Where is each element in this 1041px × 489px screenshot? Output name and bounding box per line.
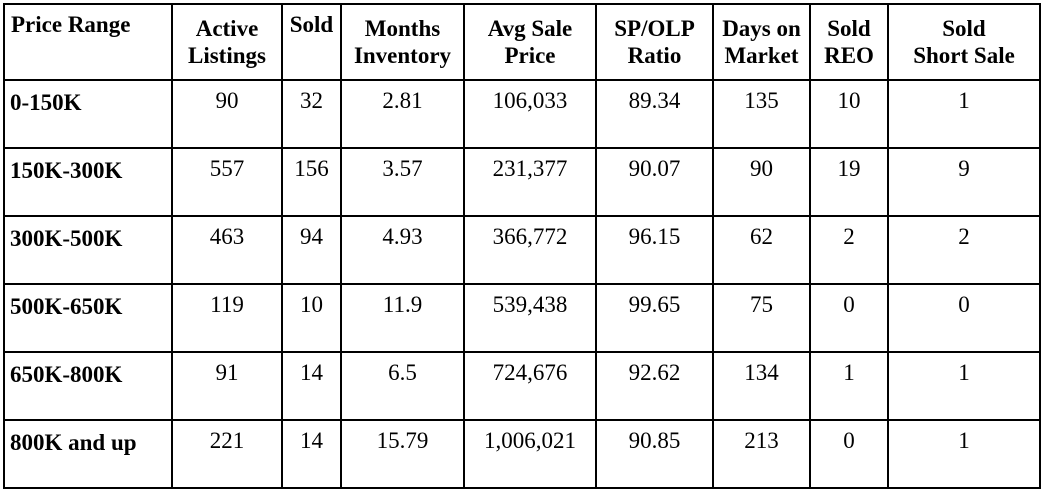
sold-reo-cell: 0 [809,419,889,489]
active-listings-cell: 119 [171,283,283,353]
sp-olp-ratio-cell: 92.62 [595,351,714,421]
price-range-cell: 800K and up [3,419,173,489]
header-months-inventory: Months Inventory [340,3,465,81]
price-range-cell: 650K-800K [3,351,173,421]
sold-short-sale-cell: 1 [887,419,1041,489]
sold-short-sale-cell: 2 [887,215,1041,285]
sp-olp-ratio-cell: 90.85 [595,419,714,489]
days-on-market-cell: 75 [712,283,811,353]
table-row: 500K-650K 119 10 11.9 539,438 99.65 75 0… [3,283,1041,353]
sp-olp-ratio-cell: 89.34 [595,79,714,149]
table-row: 650K-800K 91 14 6.5 724,676 92.62 134 1 … [3,351,1041,421]
sold-cell: 32 [281,79,342,149]
months-inventory-cell: 15.79 [340,419,465,489]
price-range-cell: 500K-650K [3,283,173,353]
sp-olp-ratio-cell: 99.65 [595,283,714,353]
sold-short-sale-cell: 0 [887,283,1041,353]
avg-sale-price-cell: 366,772 [463,215,597,285]
months-inventory-cell: 2.81 [340,79,465,149]
sold-cell: 14 [281,419,342,489]
days-on-market-cell: 213 [712,419,811,489]
sold-cell: 156 [281,147,342,217]
months-inventory-cell: 4.93 [340,215,465,285]
header-avg-sale-price: Avg Sale Price [463,3,597,81]
days-on-market-cell: 62 [712,215,811,285]
active-listings-cell: 90 [171,79,283,149]
avg-sale-price-cell: 724,676 [463,351,597,421]
sold-cell: 10 [281,283,342,353]
avg-sale-price-cell: 231,377 [463,147,597,217]
months-inventory-cell: 3.57 [340,147,465,217]
header-days-on-market: Days on Market [712,3,811,81]
header-sold-reo: Sold REO [809,3,889,81]
header-sold-short-sale: Sold Short Sale [887,3,1041,81]
active-listings-cell: 557 [171,147,283,217]
active-listings-cell: 221 [171,419,283,489]
avg-sale-price-cell: 539,438 [463,283,597,353]
avg-sale-price-cell: 1,006,021 [463,419,597,489]
active-listings-cell: 463 [171,215,283,285]
sold-reo-cell: 2 [809,215,889,285]
header-sp-olp-ratio: SP/OLP Ratio [595,3,714,81]
sold-cell: 94 [281,215,342,285]
sp-olp-ratio-cell: 96.15 [595,215,714,285]
table-row: 300K-500K 463 94 4.93 366,772 96.15 62 2… [3,215,1041,285]
sold-reo-cell: 0 [809,283,889,353]
price-range-cell: 0-150K [3,79,173,149]
sold-short-sale-cell: 1 [887,351,1041,421]
days-on-market-cell: 135 [712,79,811,149]
avg-sale-price-cell: 106,033 [463,79,597,149]
active-listings-cell: 91 [171,351,283,421]
days-on-market-cell: 134 [712,351,811,421]
months-inventory-cell: 6.5 [340,351,465,421]
price-range-cell: 300K-500K [3,215,173,285]
sold-reo-cell: 19 [809,147,889,217]
months-inventory-cell: 11.9 [340,283,465,353]
sp-olp-ratio-cell: 90.07 [595,147,714,217]
sold-short-sale-cell: 9 [887,147,1041,217]
table-row: 0-150K 90 32 2.81 106,033 89.34 135 10 1 [3,79,1041,149]
market-statistics-table: Price Range Active Listings Sold Months … [3,3,1041,489]
header-price-range: Price Range [3,3,173,81]
sold-short-sale-cell: 1 [887,79,1041,149]
sold-cell: 14 [281,351,342,421]
header-active-listings: Active Listings [171,3,283,81]
sold-reo-cell: 1 [809,351,889,421]
header-sold: Sold [281,3,342,81]
price-range-cell: 150K-300K [3,147,173,217]
table-row: 800K and up 221 14 15.79 1,006,021 90.85… [3,419,1041,489]
sold-reo-cell: 10 [809,79,889,149]
table-row: 150K-300K 557 156 3.57 231,377 90.07 90 … [3,147,1041,217]
days-on-market-cell: 90 [712,147,811,217]
header-row: Price Range Active Listings Sold Months … [3,3,1041,81]
